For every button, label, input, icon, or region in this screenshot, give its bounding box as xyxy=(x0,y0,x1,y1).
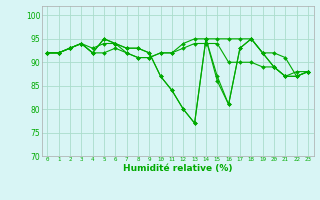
X-axis label: Humidité relative (%): Humidité relative (%) xyxy=(123,164,232,173)
